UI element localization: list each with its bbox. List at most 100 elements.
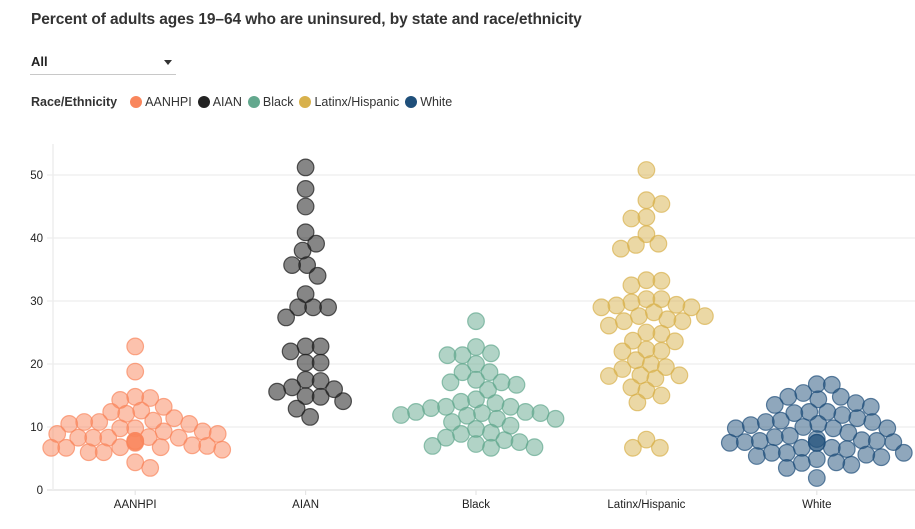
- data-point[interactable]: AANHPI: 6.7%: [57, 438, 76, 457]
- data-point[interactable]: Latinx/Hispanic: 50.8%: [637, 161, 656, 179]
- data-point[interactable]: White: 4.4%: [827, 453, 846, 472]
- data-point[interactable]: AANHPI: 4.4%: [126, 453, 145, 472]
- data-point[interactable]: White: 10.8%: [756, 413, 775, 431]
- data-point[interactable]: AIAN: 15.6%: [268, 382, 287, 401]
- data-point[interactable]: AIAN: 14.8%: [311, 387, 330, 406]
- data-point[interactable]: AIAN: 51.2%: [296, 158, 315, 177]
- data-point[interactable]: AANHPI: 10.8%: [75, 413, 94, 431]
- data-point[interactable]: AANHPI: 3.5%: [141, 459, 160, 477]
- data-point[interactable]: Latinx/Hispanic: 43.1%: [622, 209, 641, 228]
- data-point[interactable]: AANHPI: 9.8%: [111, 419, 130, 438]
- data-point[interactable]: AIAN: 45%: [296, 197, 315, 216]
- data-point[interactable]: Black: 7.3%: [467, 435, 485, 453]
- data-point[interactable]: Latinx/Hispanic: 26.1%: [600, 316, 618, 335]
- legend-item-black[interactable]: Black: [247, 95, 293, 109]
- data-point[interactable]: AIAN: 16%: [325, 380, 344, 399]
- data-point[interactable]: Latinx/Hispanic: 22%: [613, 342, 632, 361]
- data-point[interactable]: Latinx/Hispanic: 46%: [637, 191, 656, 210]
- data-point[interactable]: Latinx/Hispanic: 32.5%: [622, 276, 641, 295]
- data-point[interactable]: AANHPI: 6.4%: [213, 440, 232, 459]
- data-point[interactable]: AIAN: 12.9%: [287, 399, 306, 418]
- data-point[interactable]: AANHPI: 13.2%: [154, 397, 173, 416]
- data-point[interactable]: Black: 8.9%: [452, 425, 470, 443]
- data-point[interactable]: White: 11%: [771, 411, 790, 430]
- data-point[interactable]: White: 7.6%: [735, 433, 754, 452]
- data-point[interactable]: AANHPI: 6.8%: [111, 438, 130, 457]
- data-point[interactable]: AANHPI: 10.5%: [180, 415, 199, 433]
- data-point[interactable]: Black: 12.4%: [407, 403, 425, 421]
- data-point[interactable]: AANHPI: 8.3%: [169, 428, 188, 447]
- data-point[interactable]: AANHPI: 11%: [144, 411, 163, 430]
- data-point[interactable]: Black: 7.6%: [510, 433, 529, 452]
- data-point[interactable]: Black: 10.8%: [443, 413, 461, 431]
- data-point[interactable]: White: 9.8%: [824, 419, 843, 438]
- data-point[interactable]: White: 14.4%: [809, 390, 828, 409]
- data-point[interactable]: White: 11.4%: [848, 409, 867, 428]
- data-point[interactable]: AANHPI: 6.8%: [151, 438, 170, 457]
- data-point[interactable]: Black: 8.3%: [437, 428, 455, 447]
- data-point[interactable]: Black: 12.2%: [473, 404, 491, 423]
- data-point[interactable]: Black: 18.7%: [480, 363, 499, 382]
- data-point[interactable]: Latinx/Hispanic: 19.5%: [657, 358, 675, 377]
- data-point[interactable]: AIAN: 40.9%: [296, 223, 315, 242]
- data-point[interactable]: Latinx/Hispanic: 29.3%: [607, 296, 626, 315]
- data-point[interactable]: AIAN: 29%: [289, 298, 308, 317]
- data-point[interactable]: White: 6.7%: [792, 438, 811, 457]
- data-point[interactable]: Black: 16.7%: [507, 375, 526, 394]
- data-point[interactable]: Black: 12.2%: [531, 404, 550, 423]
- data-point[interactable]: White: 7.8%: [867, 432, 886, 450]
- data-point[interactable]: White: 10.8%: [863, 413, 882, 431]
- data-point[interactable]: AANHPI: 6%: [79, 443, 98, 462]
- data-point[interactable]: Latinx/Hispanic: 18.1%: [600, 367, 618, 385]
- data-point[interactable]: AANHPI: 7.1%: [183, 436, 202, 455]
- data-point[interactable]: White: 15.4%: [794, 384, 813, 402]
- data-point[interactable]: Black: 17.1%: [441, 373, 460, 392]
- data-point[interactable]: Latinx/Hispanic: 33.3%: [637, 271, 656, 290]
- data-point[interactable]: AIAN: 47.8%: [296, 179, 315, 198]
- data-point[interactable]: White: 4.3%: [792, 454, 811, 472]
- data-point[interactable]: White: 10.3%: [741, 416, 760, 435]
- data-point[interactable]: Latinx/Hispanic: 43.3%: [637, 208, 656, 227]
- data-point[interactable]: Black: 17.5%: [467, 370, 485, 389]
- legend-item-latinx-hispanic[interactable]: Latinx/Hispanic: [299, 95, 399, 109]
- data-point[interactable]: Latinx/Hispanic: 6.7%: [624, 438, 642, 457]
- data-point[interactable]: Latinx/Hispanic: 8%: [637, 430, 656, 449]
- data-point[interactable]: Black: 11.9%: [392, 406, 410, 424]
- data-point[interactable]: Black: 9.7%: [467, 420, 485, 438]
- data-point[interactable]: White: 4.9%: [807, 450, 826, 469]
- data-point[interactable]: White: 14.8%: [831, 387, 850, 406]
- data-point[interactable]: Latinx/Hispanic: 16.3%: [622, 378, 641, 397]
- data-point[interactable]: AIAN: 22.8%: [296, 337, 315, 356]
- data-point[interactable]: AANHPI: 9.3%: [154, 422, 173, 441]
- data-point[interactable]: White: 5.9%: [894, 443, 913, 462]
- data-point[interactable]: AIAN: 29%: [304, 298, 323, 317]
- data-point[interactable]: AANHPI: 18.8%: [126, 362, 145, 381]
- data-point[interactable]: AANHPI: 7.5%: [126, 433, 145, 452]
- data-point[interactable]: White: 14.8%: [779, 387, 798, 406]
- data-point[interactable]: Latinx/Hispanic: 38.3%: [612, 239, 630, 258]
- data-point[interactable]: Black: 7%: [423, 437, 442, 455]
- data-point[interactable]: Black: 21.4%: [438, 346, 457, 365]
- data-point[interactable]: White: 10%: [794, 418, 813, 436]
- data-point[interactable]: Latinx/Hispanic: 39.1%: [649, 234, 668, 253]
- data-point[interactable]: AANHPI: 6.7%: [42, 438, 61, 457]
- data-point[interactable]: Latinx/Hispanic: 22.1%: [652, 341, 671, 360]
- data-point[interactable]: Latinx/Hispanic: 23.6%: [666, 332, 684, 351]
- data-point[interactable]: AANHPI: 7%: [198, 437, 217, 455]
- data-point[interactable]: Latinx/Hispanic: 18.2%: [670, 366, 689, 385]
- data-point[interactable]: Black: 11.3%: [546, 409, 565, 428]
- data-point[interactable]: Black: 12.4%: [516, 403, 535, 421]
- data-point[interactable]: AIAN: 35.7%: [283, 256, 302, 275]
- data-point[interactable]: Latinx/Hispanic: 45.4%: [652, 195, 671, 213]
- data-point[interactable]: AANHPI: 14.6%: [141, 389, 160, 407]
- data-point[interactable]: White: 7.5%: [720, 433, 739, 452]
- data-point[interactable]: Black: 26.8%: [467, 312, 485, 331]
- data-point[interactable]: AIAN: 34%: [308, 266, 327, 285]
- data-point[interactable]: White: 5.6%: [857, 445, 876, 464]
- data-point[interactable]: White: 10.5%: [809, 415, 828, 433]
- data-point[interactable]: Latinx/Hispanic: 29%: [682, 298, 701, 317]
- data-point[interactable]: Latinx/Hispanic: 27.6%: [696, 307, 714, 326]
- data-point[interactable]: Latinx/Hispanic: 38.9%: [627, 235, 645, 254]
- data-point[interactable]: White: 5.4%: [747, 447, 766, 465]
- data-point[interactable]: Latinx/Hispanic: 33.2%: [652, 271, 671, 290]
